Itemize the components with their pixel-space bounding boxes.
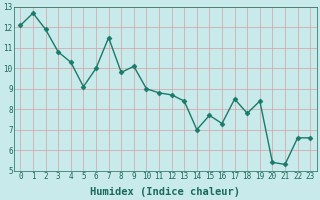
X-axis label: Humidex (Indice chaleur): Humidex (Indice chaleur) bbox=[90, 186, 240, 197]
